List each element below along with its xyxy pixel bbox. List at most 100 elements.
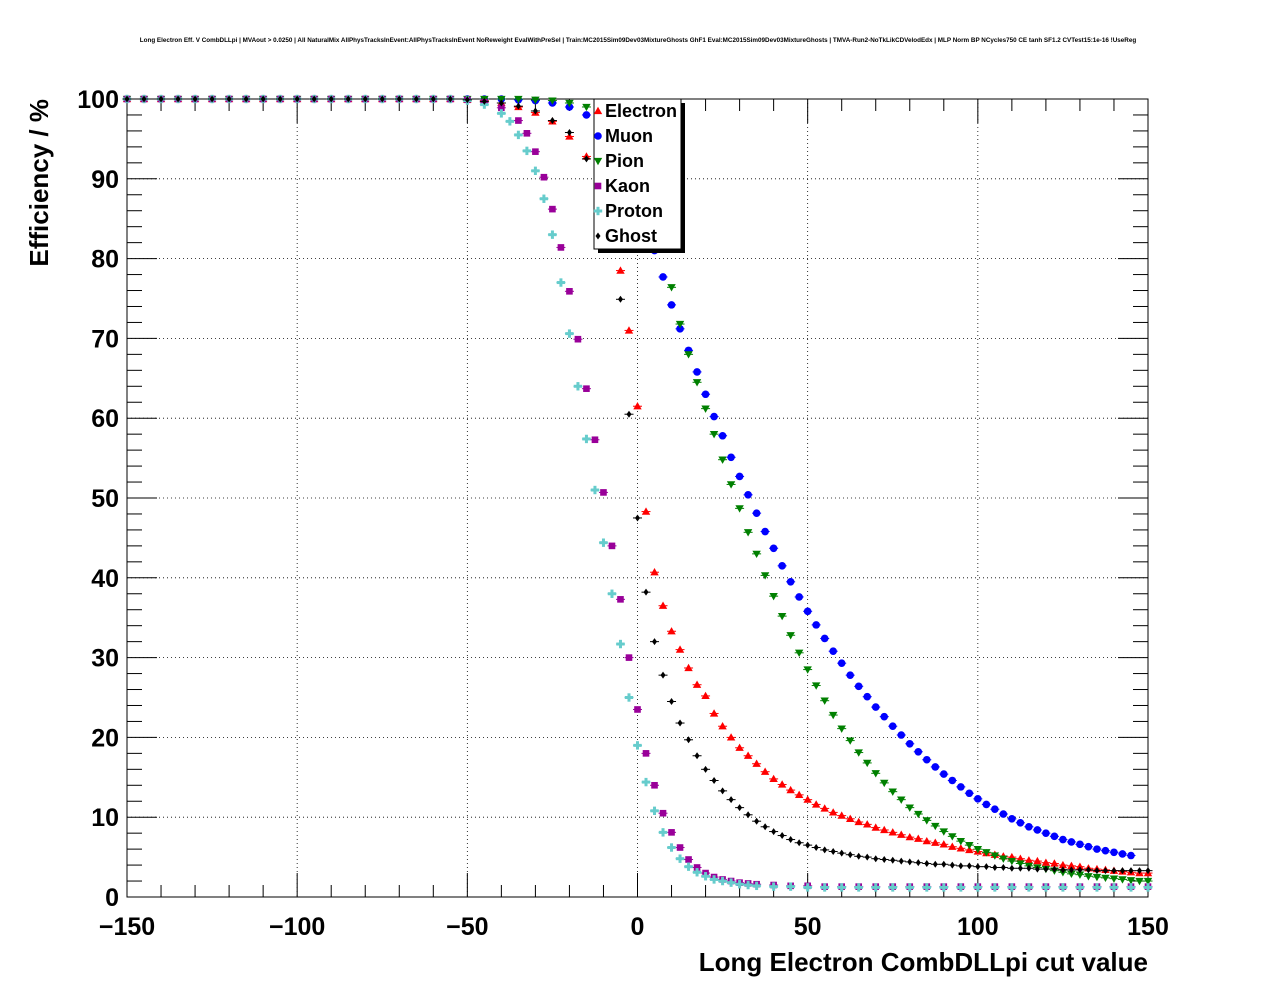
data-point-proton <box>573 382 583 391</box>
data-point-muon <box>769 544 779 553</box>
data-point-proton <box>769 882 779 891</box>
data-point-ghost <box>667 697 677 705</box>
data-point-electron <box>650 568 660 576</box>
data-point-muon <box>879 712 889 721</box>
x-tick-label: −100 <box>269 913 325 941</box>
data-point-kaon <box>573 335 583 343</box>
data-point-ghost <box>428 95 438 103</box>
y-tick-label: 0 <box>105 884 119 912</box>
data-point-ghost <box>769 828 779 836</box>
legend-label-muon: Muon <box>605 126 653 146</box>
data-point-ghost <box>258 95 268 103</box>
data-point-proton <box>718 876 728 886</box>
data-point-pion <box>981 849 991 857</box>
data-point-ghost <box>837 849 847 857</box>
data-point-electron <box>667 627 677 635</box>
data-point-pion <box>667 284 677 292</box>
data-point-electron <box>871 823 881 831</box>
data-point-pion <box>513 95 523 104</box>
data-point-ghost <box>547 117 557 125</box>
y-tick-label: 80 <box>91 246 119 274</box>
data-point-pion <box>990 852 1000 860</box>
data-point-electron <box>692 680 702 688</box>
data-point-muon <box>1100 846 1110 855</box>
data-point-ghost <box>760 823 770 831</box>
data-point-ghost <box>828 848 838 856</box>
data-point-ghost <box>411 95 421 103</box>
data-point-proton <box>854 883 864 892</box>
data-point-pion <box>760 572 770 580</box>
data-point-pion <box>973 845 983 854</box>
data-point-electron <box>888 828 898 836</box>
x-tick-labels: −150 −100 −50 0 50 100 150 <box>99 913 1169 941</box>
data-point-muon <box>794 593 804 601</box>
data-point-kaon <box>633 706 642 713</box>
data-point-proton <box>513 130 523 140</box>
data-point-pion <box>1007 857 1017 866</box>
data-point-muon <box>828 647 838 656</box>
data-point-pion <box>862 759 872 768</box>
data-point-proton <box>1024 883 1034 892</box>
data-point-pion <box>581 103 591 112</box>
data-point-electron <box>752 759 762 767</box>
data-point-muon <box>862 692 872 701</box>
data-point-muon <box>1066 838 1076 846</box>
data-point-muon <box>777 562 787 570</box>
data-point-pion <box>1117 876 1127 884</box>
data-point-electron <box>828 808 838 816</box>
data-point-ghost <box>862 853 872 861</box>
data-point-electron <box>718 722 728 730</box>
data-point-muon <box>837 659 847 667</box>
data-point-ghost <box>122 95 132 103</box>
data-point-muon <box>581 111 591 119</box>
data-point-ghost <box>394 95 404 103</box>
data-point-pion <box>530 96 540 104</box>
data-point-muon <box>939 770 949 778</box>
data-point-electron <box>1024 856 1034 864</box>
data-point-proton <box>956 883 966 892</box>
legend-marker-muon <box>594 132 602 140</box>
data-point-pion <box>675 320 685 329</box>
legend-box <box>593 98 682 250</box>
data-point-muon <box>709 412 719 421</box>
data-point-proton <box>615 639 625 649</box>
legend-entry-kaon: Kaon <box>594 176 650 196</box>
data-point-ghost <box>513 102 523 110</box>
data-point-pion <box>743 529 753 537</box>
data-point-ghost <box>726 796 736 804</box>
data-point-proton <box>624 693 634 702</box>
data-point-ghost <box>871 855 881 863</box>
data-point-muon <box>667 301 677 309</box>
data-point-pion <box>947 833 957 841</box>
data-point-muon <box>1058 835 1068 844</box>
data-point-ghost <box>973 863 983 871</box>
data-point-proton <box>522 146 532 156</box>
legend-marker-proton <box>593 206 603 216</box>
data-point-muon <box>913 747 923 756</box>
data-point-proton <box>650 806 660 816</box>
data-point-kaon <box>581 385 591 392</box>
data-point-muon <box>1032 826 1042 834</box>
data-point-ghost <box>913 859 923 867</box>
data-point-proton <box>530 166 540 176</box>
data-point-ghost <box>360 95 370 103</box>
data-point-electron <box>760 767 770 775</box>
data-point-ghost <box>743 811 753 819</box>
data-point-electron <box>786 785 796 794</box>
data-point-pion <box>930 822 940 831</box>
data-point-pion <box>786 632 796 640</box>
data-point-muon <box>820 634 830 643</box>
data-point-proton <box>973 883 983 892</box>
data-point-muon <box>1007 814 1017 823</box>
data-point-ghost <box>462 96 472 104</box>
data-point-electron <box>658 601 668 609</box>
data-point-ghost <box>692 752 702 760</box>
data-point-electron <box>726 733 736 741</box>
data-point-ghost <box>445 95 455 103</box>
data-point-proton <box>990 883 1000 892</box>
data-point-pion <box>939 828 949 836</box>
data-point-ghost <box>633 514 642 522</box>
data-point-muon <box>701 390 711 399</box>
data-point-electron <box>879 825 889 834</box>
